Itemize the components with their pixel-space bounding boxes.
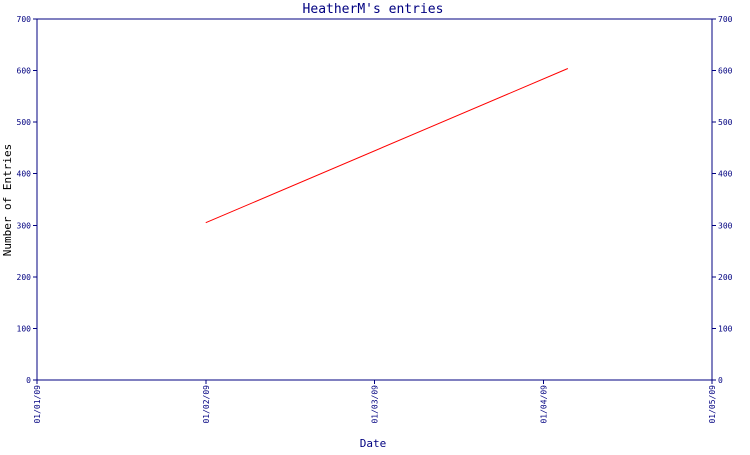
- y-tick-label-left: 200: [17, 273, 32, 282]
- series-line: [205, 68, 569, 224]
- y-tick-label-right: 500: [718, 118, 733, 127]
- x-tick-label: 01/02/09: [202, 385, 211, 424]
- y-tick-label-left: 0: [26, 376, 31, 385]
- chart-title: HeatherM's entries: [303, 2, 444, 17]
- x-tick-label: 01/04/09: [539, 385, 548, 424]
- x-tick-label: 01/03/09: [371, 385, 380, 424]
- y-tick-label-right: 300: [718, 221, 733, 230]
- y-tick-label-right: 700: [718, 15, 733, 24]
- x-tick-label: 01/01/09: [33, 385, 42, 424]
- y-tick-label-left: 300: [17, 221, 32, 230]
- y-tick-label-right: 400: [718, 170, 733, 179]
- plot-frame: [36, 18, 713, 381]
- x-tick-label: 01/05/09: [708, 385, 717, 424]
- y-tick-label-right: 100: [718, 324, 733, 333]
- x-axis-ticks: 01/01/09 01/02/09 01/03/09 01/04/09 01/05/09: [33, 380, 717, 424]
- y-axis-label: Number of Entries: [1, 144, 14, 257]
- y-tick-label-right: 0: [718, 376, 723, 385]
- y-tick-label-right: 600: [718, 67, 733, 76]
- series-layer: [205, 68, 569, 224]
- y-tick-label-left: 500: [17, 118, 32, 127]
- y-tick-label-left: 600: [17, 67, 32, 76]
- y-tick-label-left: 700: [17, 15, 32, 24]
- y-tick-label-left: 400: [17, 170, 32, 179]
- y-axis-left-ticks: 0 100 200 300 400 500 600 700: [17, 15, 37, 385]
- y-axis-right-ticks: 0 100 200 300 400 500 600 700: [712, 15, 733, 385]
- x-axis-label: Date: [360, 437, 387, 450]
- y-tick-label-left: 100: [17, 324, 32, 333]
- y-tick-label-right: 200: [718, 273, 733, 282]
- plot-border: [36, 18, 713, 381]
